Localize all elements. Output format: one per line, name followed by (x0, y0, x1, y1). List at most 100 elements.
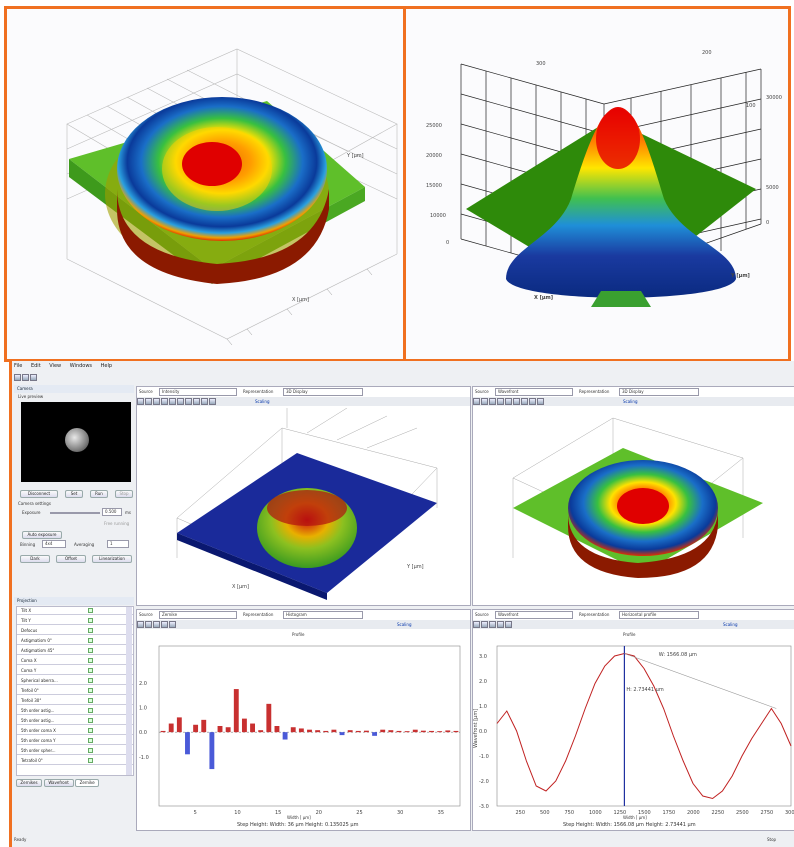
exposure-slider[interactable] (50, 512, 100, 514)
tab-wavefront[interactable]: Wavefront (43, 779, 74, 787)
disconnect-button[interactable]: Disconnect (20, 490, 58, 498)
print-icon[interactable] (497, 398, 504, 405)
axes-icon[interactable] (529, 398, 536, 405)
representation-label: Representation (579, 612, 610, 617)
save-image-icon[interactable] (489, 398, 496, 405)
open-icon[interactable] (14, 374, 21, 381)
save-image-icon[interactable] (153, 398, 160, 405)
source-label: Source (139, 389, 153, 394)
projection-scrollbar[interactable] (126, 607, 132, 775)
dark-button[interactable]: Dark (20, 555, 50, 563)
x-tick-label: 2250 (712, 810, 725, 816)
source-select[interactable]: Zernike (159, 611, 237, 619)
binning-select[interactable]: 4x4 (42, 540, 66, 548)
rotate-icon[interactable] (137, 398, 144, 405)
histogram-bar (380, 729, 386, 733)
menu-help[interactable]: Help (100, 363, 113, 369)
representation-select[interactable]: 3D Display (619, 388, 699, 396)
projection-item[interactable]: Astigmatism 45° (17, 647, 133, 655)
rotate-icon[interactable] (473, 398, 480, 405)
representation-select[interactable]: 3D Display (283, 388, 363, 396)
zoom-icon[interactable] (481, 398, 488, 405)
reset-icon[interactable] (521, 398, 528, 405)
projection-item[interactable]: Astigmatism 0° (17, 637, 133, 645)
free-running-checkbox[interactable]: Free running (104, 521, 130, 526)
help-icon[interactable] (30, 374, 37, 381)
projection-item[interactable]: 5th order spher... (17, 747, 133, 755)
zoom-icon[interactable] (161, 621, 168, 628)
menu-view[interactable]: View (49, 363, 62, 369)
averaging-input[interactable]: 1 (107, 540, 129, 548)
representation-select[interactable]: Horizontal profile (619, 611, 699, 619)
zoom-icon[interactable] (145, 398, 152, 405)
view-toolbar: Scaling (137, 620, 470, 629)
tab-zernikes[interactable]: Zernikes (16, 779, 42, 787)
projection-item[interactable]: Defocus (17, 627, 133, 635)
grid-icon[interactable] (505, 398, 512, 405)
save-image-icon[interactable] (145, 621, 152, 628)
menu-edit[interactable]: Edit (30, 363, 41, 369)
menu-file[interactable]: File (14, 363, 23, 369)
copy-icon[interactable] (153, 621, 160, 628)
color-icon[interactable] (177, 398, 184, 405)
projection-item[interactable]: 5th order astig... (17, 717, 133, 725)
projection-item[interactable]: 5th order coma Y (17, 737, 133, 745)
linearization-button[interactable]: Linearization (92, 555, 132, 563)
scaling-label[interactable]: Scaling (723, 622, 738, 627)
axes-icon[interactable] (193, 398, 200, 405)
projection-item[interactable]: 5th order coma X (17, 727, 133, 735)
representation-select[interactable]: Histogram (283, 611, 363, 619)
source-select[interactable]: Wavefront (495, 611, 573, 619)
fit-icon[interactable] (201, 398, 208, 405)
histogram-bar (290, 727, 296, 733)
histogram-bar (274, 726, 280, 733)
histogram-bar (347, 730, 353, 733)
tab-zernike[interactable]: Zernike (75, 779, 100, 787)
source-select[interactable]: Wavefront (495, 388, 573, 396)
profile-y-axis-label: Wavefront [µm] (473, 709, 479, 748)
projection-item[interactable]: Coma X (17, 657, 133, 665)
exposure-input[interactable]: 0.500 (102, 508, 122, 516)
fit-icon[interactable] (537, 398, 544, 405)
projection-item[interactable]: 5th order astig... (17, 707, 133, 715)
stop-button[interactable]: Stop (115, 490, 133, 498)
source-select[interactable]: Intensity (159, 388, 237, 396)
top-right-3d-panel: 25000 20000 15000 10000 0 30000 5000 0 2… (403, 6, 791, 362)
histogram-bar (193, 724, 199, 733)
print-icon[interactable] (473, 621, 480, 628)
histogram-bar (315, 730, 321, 733)
settings-icon[interactable] (209, 398, 216, 405)
auto-exposure-button[interactable]: Auto exposure (22, 531, 62, 539)
cursor-icon[interactable] (505, 621, 512, 628)
projection-item[interactable]: Trefoil 30° (17, 697, 133, 705)
live-preview-label: Live preview (18, 394, 44, 399)
reset-icon[interactable] (185, 398, 192, 405)
save-image-icon[interactable] (481, 621, 488, 628)
copy-icon[interactable] (489, 621, 496, 628)
y-tick-label: 3.0 (479, 654, 487, 660)
cursor-icon[interactable] (169, 621, 176, 628)
projection-item[interactable]: Tetrafoil 0° (17, 757, 133, 765)
menu-windows[interactable]: Windows (69, 363, 93, 369)
print-icon[interactable] (161, 398, 168, 405)
wavefront-3d-plot (512, 417, 763, 578)
scaling-label[interactable]: Scaling (397, 622, 412, 627)
projection-item[interactable]: Spherical aberra... (17, 677, 133, 685)
intensity-x-axis-label: X [µm] (232, 584, 249, 590)
color-icon[interactable] (513, 398, 520, 405)
x-tick-label: 35 (438, 810, 444, 816)
save-icon[interactable] (22, 374, 29, 381)
projection-item[interactable]: Tilt Y (17, 617, 133, 625)
scaling-label[interactable]: Scaling (623, 399, 638, 404)
run-button[interactable]: Run (90, 490, 108, 498)
grid-icon[interactable] (169, 398, 176, 405)
set-button[interactable]: Set (65, 490, 83, 498)
zoom-icon[interactable] (497, 621, 504, 628)
projection-item[interactable]: Coma Y (17, 667, 133, 675)
offset-button[interactable]: Offset (56, 555, 86, 563)
projection-item[interactable]: Trefoil 0° (17, 687, 133, 695)
scaling-label[interactable]: Scaling (255, 399, 270, 404)
x-tick-label: 20 (316, 810, 322, 816)
projection-item[interactable]: Tilt X (17, 607, 133, 615)
print-icon[interactable] (137, 621, 144, 628)
